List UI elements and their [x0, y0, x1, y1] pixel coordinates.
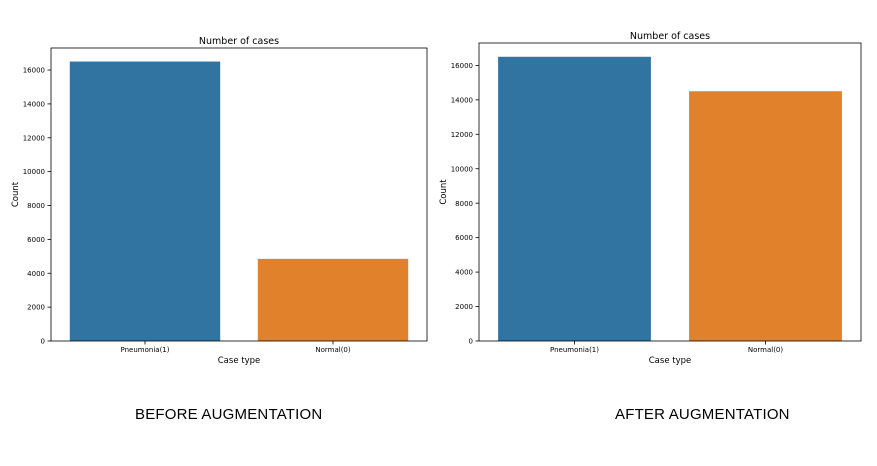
- after-xtick-label-0: Pneumonia(1): [550, 346, 599, 354]
- before-augmentation-caption: BEFORE AUGMENTATION: [135, 406, 323, 423]
- after-ytick-label-8: 16000: [451, 62, 473, 70]
- before-bar-0: [69, 61, 221, 341]
- before-ytick-label-2: 4000: [27, 270, 45, 278]
- after-augmentation-caption: AFTER AUGMENTATION: [615, 406, 790, 423]
- before-ytick-label-4: 8000: [27, 202, 45, 210]
- before-ytick-label-5: 10000: [23, 168, 45, 176]
- after-x-axis-label: Case type: [649, 356, 692, 366]
- after-ytick-label-4: 8000: [455, 200, 473, 208]
- after-bar-1: [689, 91, 842, 341]
- after-chart-title: Number of cases: [630, 31, 710, 42]
- before-ytick-label-0: 0: [41, 338, 45, 346]
- after-ytick-label-6: 12000: [451, 131, 473, 139]
- before-ytick-label-8: 16000: [23, 67, 45, 75]
- after-plot-frame: [478, 42, 862, 342]
- before-bar-1: [257, 258, 409, 341]
- before-ytick-label-3: 6000: [27, 236, 45, 244]
- before-plot-frame: [50, 47, 428, 342]
- after-ytick-label-5: 10000: [451, 165, 473, 173]
- before-chart-title: Number of cases: [199, 36, 279, 47]
- before-ytick-label-7: 14000: [23, 100, 45, 108]
- before-x-axis-label: Case type: [218, 356, 261, 366]
- after-ytick-label-1: 2000: [455, 303, 473, 311]
- before-xtick-label-0: Pneumonia(1): [121, 346, 170, 354]
- after-xtick-label-1: Normal(0): [748, 346, 784, 354]
- before-y-axis-label: Count: [11, 181, 21, 207]
- after-ytick-label-0: 0: [469, 338, 473, 346]
- after-ytick-label-2: 4000: [455, 269, 473, 277]
- after-bar-0: [498, 56, 651, 342]
- before-ytick-label-6: 12000: [23, 134, 45, 142]
- after-ytick-label-7: 14000: [451, 96, 473, 104]
- before-xtick-label-1: Normal(0): [315, 346, 351, 354]
- after-y-axis-label: Count: [439, 179, 449, 205]
- after-ytick-label-3: 6000: [455, 234, 473, 242]
- before-ytick-label-1: 2000: [27, 304, 45, 312]
